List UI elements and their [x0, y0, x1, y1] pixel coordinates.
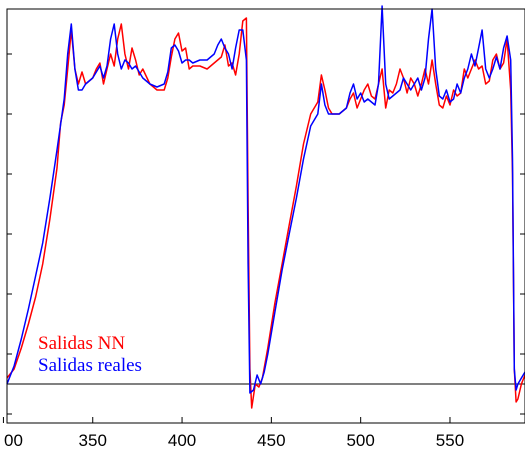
x-tick-label: 00 — [4, 431, 23, 450]
plot-frame — [6, 8, 525, 424]
legend-label-reales: Salidas reales — [38, 355, 142, 376]
ticks-layer: 00 350 400 450 500 550 — [2, 53, 525, 450]
legend: Salidas NN Salidas reales — [38, 333, 142, 376]
x-tick-label: 350 — [79, 431, 107, 450]
legend-label-nn: Salidas NN — [38, 333, 125, 354]
x-tick-label: 550 — [436, 431, 464, 450]
x-tick-label: 500 — [346, 431, 374, 450]
x-tick-label: 400 — [168, 431, 196, 450]
x-tick-label: 450 — [257, 431, 285, 450]
plot-area — [6, 5, 525, 409]
series-line-salidas-reales — [6, 5, 525, 394]
series-layer — [6, 5, 525, 409]
series-line-salidas-nn — [6, 17, 525, 409]
